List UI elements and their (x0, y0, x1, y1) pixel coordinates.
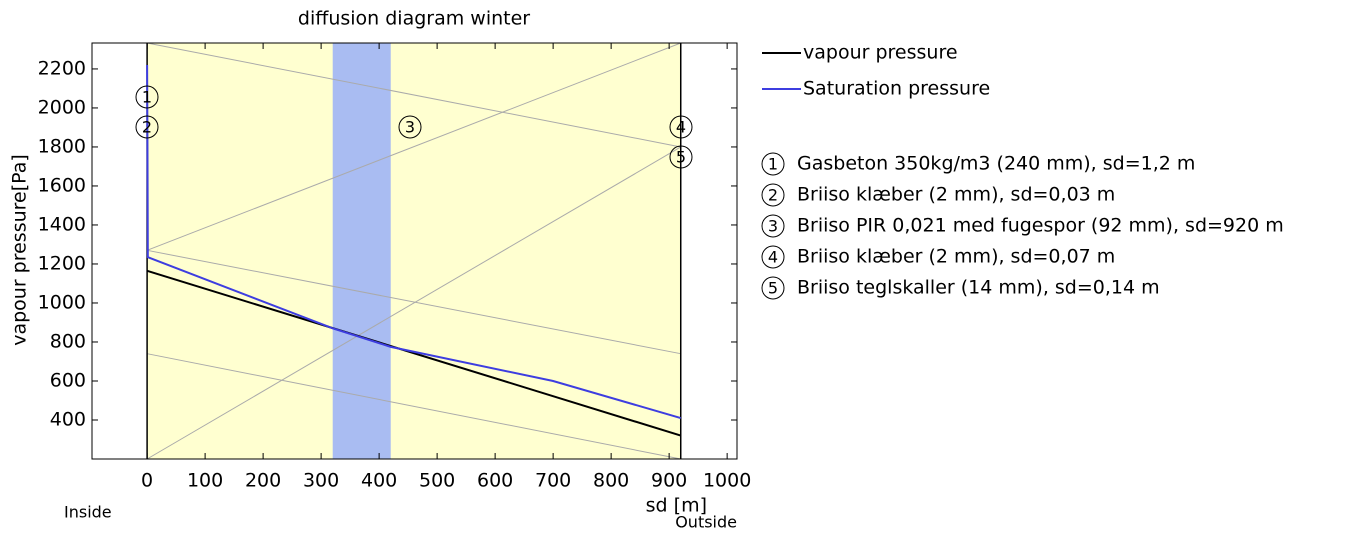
layer-list-text: Briiso klæber (2 mm), sd=0,03 m (797, 184, 1115, 206)
y-tick-label: 1000 (38, 291, 86, 313)
region (332, 43, 391, 459)
layer-list-marker (761, 183, 785, 207)
decoration (147, 353, 681, 460)
x-tick-label: 200 (245, 470, 281, 492)
decoration (146, 146, 681, 460)
x-tick-label: 0 (141, 470, 153, 492)
layer-list-marker (761, 276, 785, 300)
layer-marker (135, 85, 159, 109)
layer-marker-number: 3 (405, 118, 415, 137)
y-axis-label: vapour pressure[Pa] (9, 154, 31, 346)
y-tick-label: 1800 (38, 135, 86, 157)
layer-list-text: Gasbeton 350kg/m3 (240 mm), sd=1,2 m (797, 153, 1195, 175)
layer-list-text: Briiso PIR 0,021 med fugespor (92 mm), s… (797, 215, 1284, 237)
layer-list-number: 3 (768, 217, 778, 236)
region (147, 43, 681, 459)
y-tick-label: 1600 (38, 174, 86, 196)
x-axis-label: sd [m] (646, 495, 707, 517)
x-tick-label: 500 (419, 470, 455, 492)
legend-label: Saturation pressure (803, 78, 990, 100)
x-tick-label: 100 (187, 470, 223, 492)
outside-label: Outside (675, 513, 737, 532)
line-series (146, 269, 682, 437)
layer-list-marker (761, 152, 785, 176)
decoration (146, 42, 681, 251)
decoration (147, 42, 681, 148)
layer-list-marker (761, 245, 785, 269)
y-tick-label: 400 (50, 408, 86, 430)
layer-marker (669, 145, 693, 169)
layer-marker-number: 1 (142, 88, 152, 107)
layer-list-text: Briiso teglskaller (14 mm), sd=0,14 m (797, 277, 1160, 299)
layer-marker-number: 4 (676, 118, 686, 137)
x-tick-label: 800 (593, 470, 629, 492)
y-tick-label: 800 (50, 330, 86, 352)
decoration (147, 249, 681, 355)
y-tick-label: 600 (50, 369, 86, 391)
chart-title: diffusion diagram winter (298, 8, 530, 30)
layer-list-marker (761, 214, 785, 238)
layer-marker (398, 115, 422, 139)
layer-list-text: Briiso klæber (2 mm), sd=0,07 m (797, 246, 1115, 268)
legend-label: vapour pressure (803, 42, 958, 64)
layer-list-number: 4 (768, 248, 778, 267)
x-tick-label: 600 (477, 470, 513, 492)
inside-label: Inside (64, 503, 112, 522)
y-tick-label: 2200 (38, 57, 86, 79)
x-tick-label: 1000 (703, 470, 751, 492)
layer-marker (135, 115, 159, 139)
layer-marker (669, 115, 693, 139)
layer-marker-number: 5 (676, 148, 686, 167)
layer-list-number: 2 (768, 186, 778, 205)
y-tick-label: 2000 (38, 96, 86, 118)
line-series (146, 65, 682, 420)
x-tick-label: 300 (303, 470, 339, 492)
plot-frame (91, 42, 738, 460)
y-tick-label: 1200 (38, 252, 86, 274)
layer-list-number: 5 (768, 279, 778, 298)
y-tick-label: 1400 (38, 213, 86, 235)
x-tick-label: 700 (535, 470, 571, 492)
layer-list-number: 1 (768, 155, 778, 174)
x-tick-label: 900 (651, 470, 687, 492)
layer-marker-number: 2 (142, 118, 152, 137)
x-tick-label: 400 (361, 470, 397, 492)
